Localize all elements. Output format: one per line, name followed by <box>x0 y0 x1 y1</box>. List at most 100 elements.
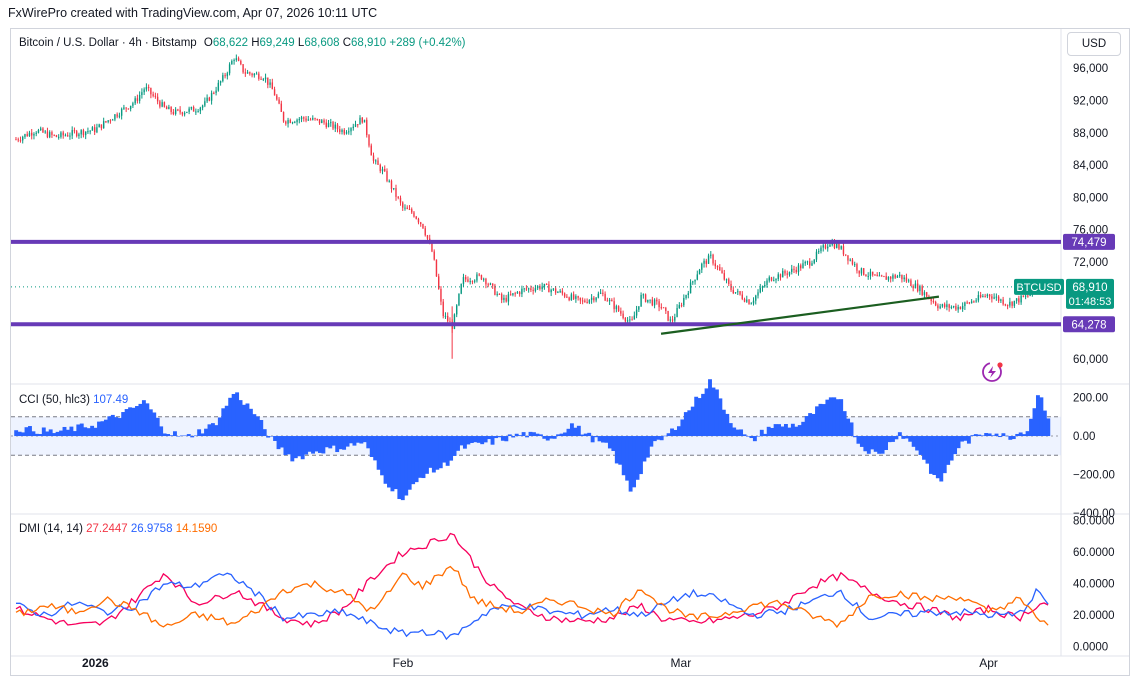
candle-body <box>952 306 955 308</box>
cci-bar <box>894 436 899 440</box>
cci-bar <box>552 436 557 439</box>
dmi-pane: 80.0000 60.0000 40.0000 20.0000 0.0000 <box>15 516 1115 654</box>
cci-bar <box>1029 418 1033 437</box>
candle-body <box>993 297 995 299</box>
candle-body <box>862 268 865 275</box>
last-price-tag <box>1066 278 1114 309</box>
cci-bar <box>998 436 1002 438</box>
cci-bar <box>621 436 626 476</box>
candle-body <box>455 305 458 315</box>
replay-icon <box>982 362 1003 382</box>
cci-bar <box>304 436 309 455</box>
candle-body <box>496 293 498 295</box>
cci-bar <box>459 436 464 446</box>
candle-body <box>768 277 770 281</box>
cci-bar <box>656 436 661 440</box>
candle-body <box>377 160 379 165</box>
cci-bar <box>283 436 288 456</box>
cci-bar <box>48 429 53 437</box>
candle-body <box>939 306 941 309</box>
cci-bar <box>387 436 391 488</box>
cci-bar <box>55 431 60 437</box>
candle-body <box>384 168 386 172</box>
candle-body <box>579 297 582 301</box>
candle-body <box>482 278 485 280</box>
cci-bar <box>45 431 50 437</box>
cci-tick-label: −200.00 <box>1073 470 1115 482</box>
cci-bar <box>183 435 188 437</box>
candle-body <box>530 288 532 290</box>
cci-bar <box>735 429 740 437</box>
candle-body <box>746 299 748 302</box>
candle-body <box>244 72 247 74</box>
candle-body <box>988 294 991 297</box>
cci-bar <box>949 436 954 461</box>
candle-body <box>154 95 157 97</box>
cci-bar <box>204 428 208 437</box>
time-tick-label: 2026 <box>82 656 109 670</box>
cci-bar <box>576 425 581 437</box>
candle-body <box>883 276 885 278</box>
cci-bar <box>286 436 291 455</box>
candle-body <box>860 268 863 274</box>
cci-bar <box>597 436 602 442</box>
cci-bar <box>559 433 564 437</box>
candle-body <box>183 112 186 115</box>
candle-body <box>761 286 764 288</box>
candle-body <box>255 73 258 75</box>
cci-bar <box>431 436 436 473</box>
candle-body <box>921 286 923 295</box>
candle-body <box>1024 295 1027 297</box>
price-tick-label: 96,000 <box>1073 63 1108 75</box>
candle-body <box>453 314 456 329</box>
cci-bar <box>818 403 823 437</box>
candle-body <box>210 92 213 101</box>
candle-body <box>701 263 703 270</box>
cci-bar <box>963 436 968 441</box>
cci-bar <box>135 406 139 437</box>
candle-body <box>588 299 591 303</box>
dmi-tick-label: 0.0000 <box>1073 642 1108 654</box>
candle-body <box>420 222 422 225</box>
cci-bar <box>425 436 429 474</box>
candle-body <box>802 263 804 269</box>
cci-bar <box>393 436 398 490</box>
candle-body <box>662 307 665 309</box>
candle-body <box>795 269 797 273</box>
candle-body <box>667 310 669 321</box>
candle-body <box>354 124 357 127</box>
candle-body <box>60 132 62 137</box>
cci-bar <box>901 436 906 439</box>
currency-button[interactable]: USD <box>1067 32 1121 56</box>
candle-body <box>838 243 840 249</box>
candle-body <box>96 127 98 133</box>
candle-body <box>728 279 730 284</box>
cci-bar <box>314 436 319 452</box>
candle-body <box>316 118 318 120</box>
candle-body <box>644 294 647 302</box>
candle-body <box>534 288 537 291</box>
cci-bar <box>197 429 202 437</box>
candle-body <box>631 319 633 321</box>
cci-bar <box>1025 431 1030 437</box>
candle-body <box>491 283 494 286</box>
candle-body <box>777 274 779 280</box>
cci-bar <box>683 412 688 437</box>
cci-bar <box>404 436 409 496</box>
cci-bar <box>783 423 788 437</box>
candle-body <box>685 295 687 298</box>
candle-body <box>469 281 471 283</box>
candle-body <box>1011 301 1013 306</box>
cci-bar <box>103 419 108 437</box>
cci-bar <box>984 433 989 437</box>
candle-body <box>903 277 905 280</box>
candle-body <box>554 288 557 293</box>
cci-bar <box>438 436 443 469</box>
candle-body <box>629 319 631 321</box>
candle-body <box>181 112 184 115</box>
cci-bar <box>590 436 595 443</box>
cci-bar <box>66 429 70 437</box>
cci-bar <box>504 436 509 442</box>
candle-body <box>278 99 280 104</box>
cci-bar <box>34 433 39 437</box>
